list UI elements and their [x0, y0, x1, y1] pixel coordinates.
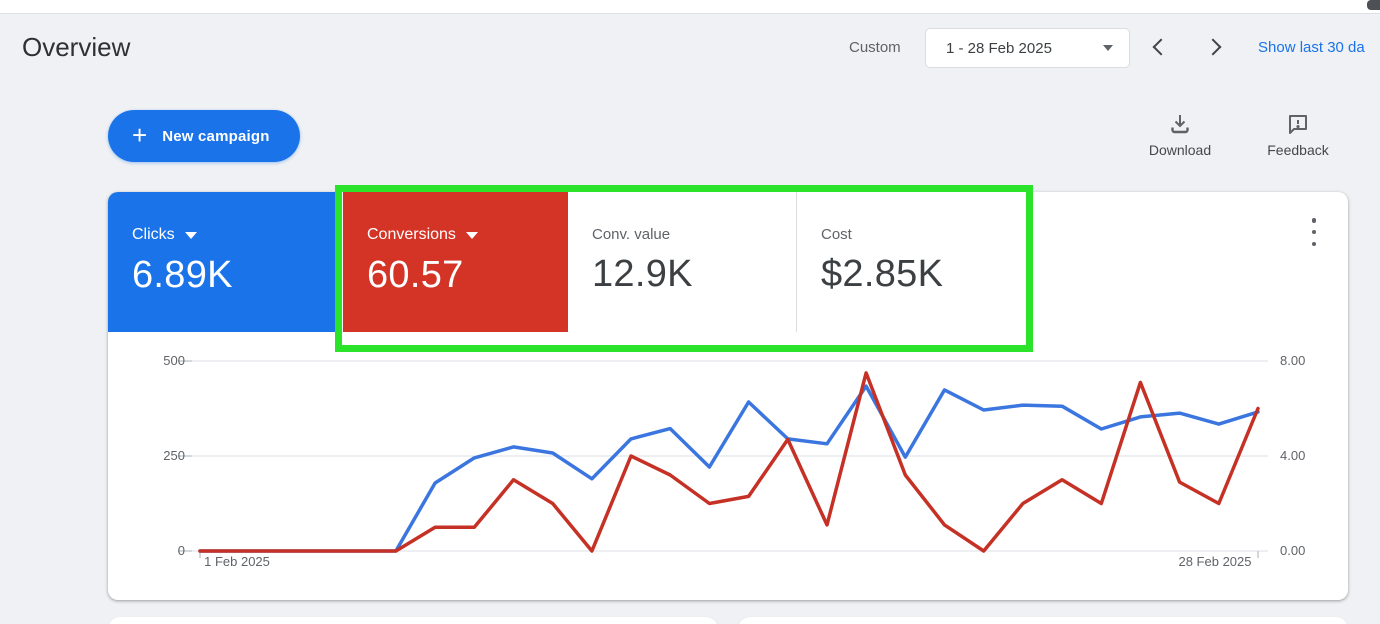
- scorecard-cost[interactable]: Cost $2.85K: [797, 192, 1030, 332]
- download-button[interactable]: Download: [1135, 112, 1225, 158]
- feedback-icon: [1289, 115, 1307, 134]
- feedback-button[interactable]: Feedback: [1253, 112, 1343, 158]
- scorecard-label: Conv. value: [592, 226, 671, 243]
- chevron-left-icon: [1152, 38, 1170, 56]
- plus-icon: +: [132, 120, 148, 150]
- kebab-icon: [1311, 218, 1317, 223]
- show-last-30-days-link[interactable]: Show last 30 da: [1258, 39, 1365, 56]
- scorecard-label: Cost: [821, 226, 852, 243]
- new-campaign-button[interactable]: + New campaign: [108, 110, 300, 162]
- x-tick-end: 28 Feb 2025: [1178, 554, 1252, 569]
- download-icon: [1171, 115, 1189, 134]
- date-range-selector[interactable]: 1 - 28 Feb 2025: [925, 28, 1130, 68]
- y-right-tick-4: 4.00: [1280, 448, 1306, 463]
- corner-fragment: [1367, 0, 1380, 10]
- caret-down-icon[interactable]: [184, 231, 197, 239]
- download-label: Download: [1148, 142, 1212, 158]
- overview-card: Clicks 6.89K Conversions 60.57 Conv. val…: [108, 192, 1348, 600]
- page-title: Overview: [22, 32, 131, 62]
- y-right-tick-8: 8.00: [1280, 353, 1306, 368]
- card-options-button[interactable]: [1301, 216, 1327, 248]
- caret-down-icon[interactable]: [465, 231, 478, 239]
- bottom-card-left: [108, 617, 718, 624]
- scorecard-value: $2.85K: [821, 253, 944, 295]
- date-range-value: 1 - 28 Feb 2025: [946, 39, 1052, 57]
- scorecard-value: 12.9K: [592, 253, 693, 295]
- new-campaign-label: New campaign: [162, 127, 270, 145]
- top-divider: [0, 0, 1380, 14]
- y-left-tick-0: 0: [177, 543, 185, 558]
- caret-down-icon: [1103, 45, 1113, 51]
- date-range-type-label: Custom: [849, 39, 901, 56]
- scorecard-label: Conversions: [367, 226, 456, 243]
- next-date-button[interactable]: [1200, 34, 1226, 60]
- bottom-card-right: [738, 617, 1348, 624]
- feedback-label: Feedback: [1267, 142, 1329, 158]
- y-left-tick-250: 250: [163, 448, 185, 463]
- scorecard-conv-value[interactable]: Conv. value 12.9K: [568, 192, 797, 332]
- prev-date-button[interactable]: [1148, 34, 1174, 60]
- chevron-right-icon: [1204, 38, 1222, 56]
- scorecard-value: 60.57: [367, 254, 464, 296]
- scorecard-conversions[interactable]: Conversions 60.57: [343, 192, 568, 332]
- y-left-tick-500: 500: [163, 353, 185, 368]
- scorecard-label: Clicks: [132, 226, 175, 243]
- y-right-tick-0: 0.00: [1280, 543, 1306, 558]
- timeseries-chart: [178, 360, 1268, 558]
- scorecard-clicks[interactable]: Clicks 6.89K: [108, 192, 335, 332]
- x-tick-start: 1 Feb 2025: [204, 554, 270, 569]
- scorecard-value: 6.89K: [132, 254, 233, 296]
